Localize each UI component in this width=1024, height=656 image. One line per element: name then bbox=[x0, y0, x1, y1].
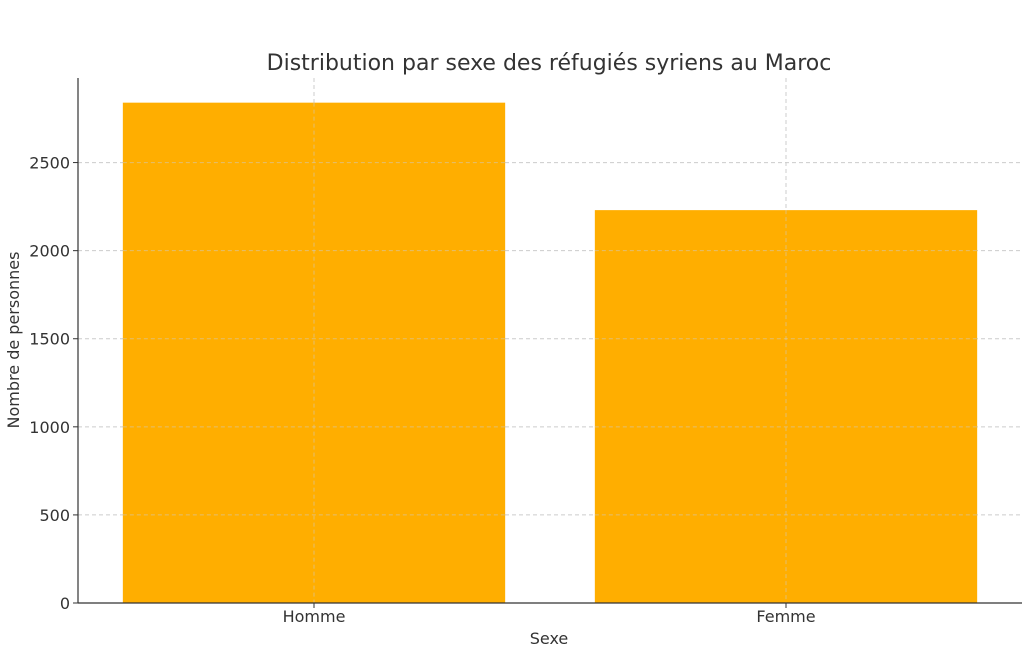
x-axis-label: Sexe bbox=[530, 629, 569, 648]
axes bbox=[77, 78, 1022, 604]
y-tick-label: 1500 bbox=[29, 330, 70, 349]
x-tick-label: Femme bbox=[756, 607, 815, 626]
chart-title: Distribution par sexe des réfugiés syrie… bbox=[267, 51, 832, 76]
bar-homme bbox=[122, 102, 506, 603]
y-ticks: 0 500 1000 1500 2000 2500 bbox=[29, 154, 78, 613]
y-tick-label: 500 bbox=[39, 506, 70, 525]
y-tick-label: 2500 bbox=[29, 154, 70, 173]
x-tick-label: Homme bbox=[283, 607, 346, 626]
bars bbox=[122, 102, 978, 604]
y-tick-label: 1000 bbox=[29, 418, 70, 437]
y-tick-label: 2000 bbox=[29, 242, 70, 261]
y-axis-label: Nombre de personnes bbox=[4, 252, 23, 429]
y-tick-label: 0 bbox=[60, 594, 70, 613]
x-ticks: Homme Femme bbox=[283, 603, 816, 626]
